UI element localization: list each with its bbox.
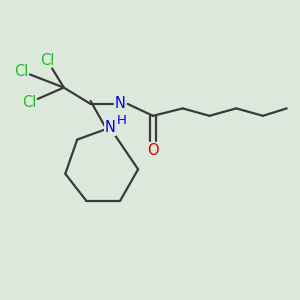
Text: H: H (117, 114, 127, 127)
Text: O: O (147, 142, 159, 158)
Text: N: N (104, 120, 115, 135)
Text: Cl: Cl (22, 95, 37, 110)
Text: N: N (115, 96, 126, 111)
Text: Cl: Cl (40, 53, 55, 68)
Text: Cl: Cl (14, 64, 29, 79)
